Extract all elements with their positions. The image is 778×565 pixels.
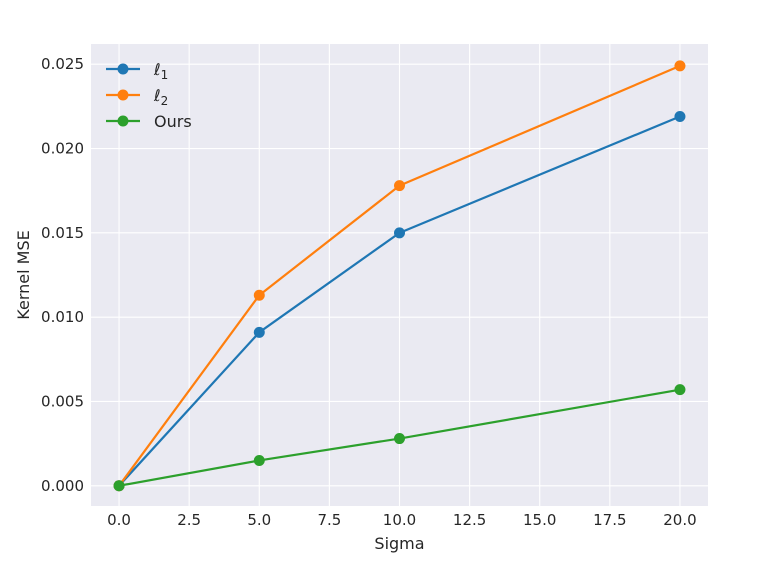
series-1 <box>113 60 686 492</box>
y-tick-label: 0.000 <box>41 477 84 495</box>
series <box>113 60 686 492</box>
y-tick-label: 0.015 <box>41 224 84 242</box>
data-point <box>394 227 405 239</box>
data-point <box>394 180 405 192</box>
legend-label-text: ℓ <box>153 60 161 79</box>
data-point <box>113 480 125 492</box>
series-line <box>117 64 682 487</box>
x-tick-label: 17.5 <box>593 511 626 529</box>
legend-label-subscript: 2 <box>161 94 169 108</box>
y-tick-label: 0.020 <box>41 140 84 158</box>
data-point <box>674 384 686 396</box>
legend-label: Ours <box>154 112 192 131</box>
legend-item: Ours <box>106 112 192 131</box>
data-point <box>253 289 265 301</box>
x-tick-label: 10.0 <box>383 511 416 529</box>
x-axis-ticks: 0.0 2.5 5.0 7.5 10.0 12.5 15.0 17.5 20.0 <box>107 511 697 529</box>
series-2 <box>113 384 686 492</box>
legend-label: ℓ2 <box>153 86 168 108</box>
legend-label-text: Ours <box>154 112 192 131</box>
legend-label: ℓ1 <box>153 60 168 82</box>
x-tick-label: 2.5 <box>177 511 201 529</box>
y-tick-label: 0.025 <box>41 55 84 73</box>
legend-marker <box>117 63 129 75</box>
y-axis-ticks: 0.000 0.005 0.010 0.015 0.020 0.025 <box>41 55 84 495</box>
legend-marker <box>117 115 129 127</box>
y-tick-label: 0.005 <box>41 392 84 410</box>
x-tick-label: 5.0 <box>247 511 271 529</box>
x-tick-label: 7.5 <box>317 511 341 529</box>
series-line <box>117 388 682 487</box>
x-tick-label: 0.0 <box>107 511 131 529</box>
data-point <box>394 433 405 445</box>
legend-label-subscript: 1 <box>161 68 169 82</box>
x-tick-label: 20.0 <box>663 511 696 529</box>
data-point <box>674 60 686 72</box>
x-tick-label: 12.5 <box>453 511 486 529</box>
legend-label-text: ℓ <box>153 86 161 105</box>
x-axis-label: Sigma <box>374 534 424 553</box>
y-axis-label: Kernel MSE <box>14 230 33 319</box>
data-point <box>253 326 265 338</box>
series-line <box>117 115 682 487</box>
data-point <box>674 111 686 123</box>
y-tick-label: 0.010 <box>41 308 84 326</box>
x-tick-label: 15.0 <box>523 511 556 529</box>
legend-item: ℓ1 <box>106 60 168 82</box>
legend-marker <box>117 89 129 101</box>
data-point <box>253 454 265 466</box>
legend-item: ℓ2 <box>106 86 168 108</box>
